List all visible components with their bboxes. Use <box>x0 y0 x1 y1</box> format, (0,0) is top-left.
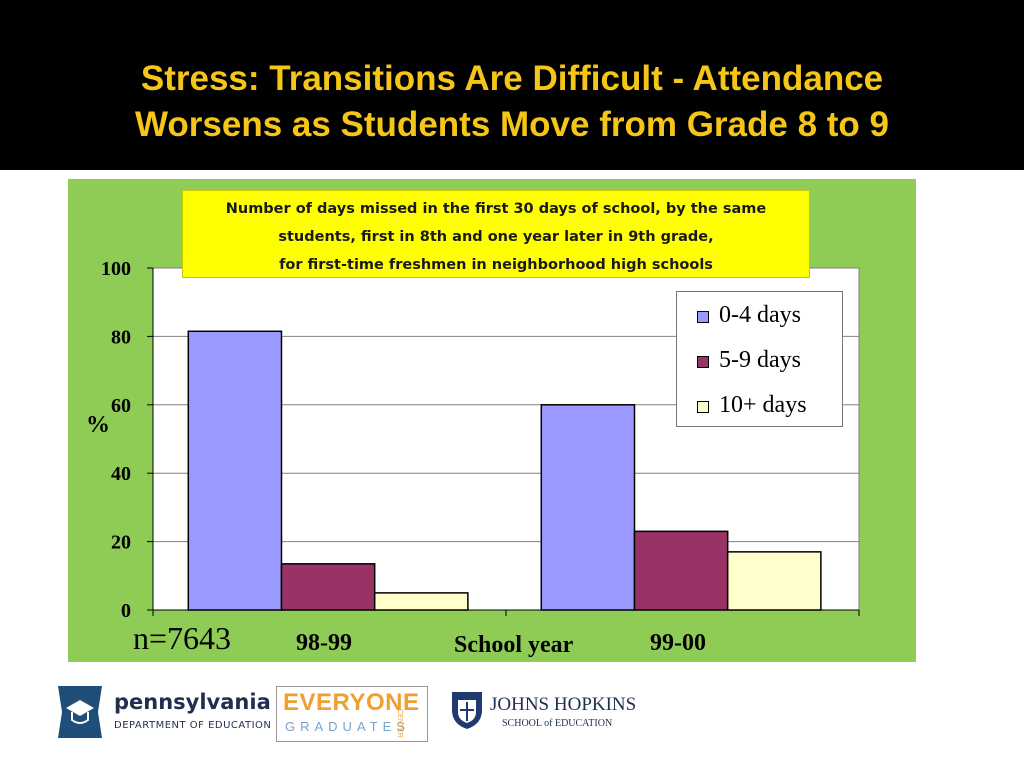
slide-title-line1: Stress: Transitions Are Difficult - Atte… <box>140 59 884 98</box>
legend-swatch-0-4-days <box>697 311 709 323</box>
bar-5-9-days-99-00 <box>633 530 729 611</box>
johns-hopkins-logo: JOHNS HOPKINS SCHOOL of EDUCATION <box>450 688 650 738</box>
everyone-graduates-logo: EVERYONE GRADUATES CENTER <box>276 686 428 742</box>
pennsylvania-dept-text: DEPARTMENT OF EDUCATION <box>114 720 272 731</box>
y-tick-label: 0 <box>121 600 131 622</box>
shield-icon <box>452 692 482 729</box>
bar-10-days-98-99 <box>373 592 469 611</box>
legend-swatch-5-9-days <box>697 356 709 368</box>
slide-title-line2: Worsens as Students Move from Grade 8 to… <box>135 105 889 144</box>
x-axis-label: School year <box>454 632 574 658</box>
y-tick-label: 100 <box>101 258 131 280</box>
y-tick-label: 60 <box>111 395 131 417</box>
legend-swatch-10-plus-days <box>697 401 709 413</box>
graduates-wordmark: GRADUATES <box>285 719 410 734</box>
sample-size-annotation: n=7643 <box>133 620 232 656</box>
school-of-education-text: SCHOOL of EDUCATION <box>502 718 613 729</box>
slide-title: Stress: Transitions Are Difficult - Atte… <box>0 56 1024 148</box>
keystone-icon <box>58 686 102 738</box>
y-tick-label: 20 <box>111 532 131 554</box>
chart-legend: 0-4 days 5-9 days 10+ days <box>676 291 843 427</box>
bar-0-4-days-99-00 <box>540 404 636 611</box>
legend-label-0-4-days: 0-4 days <box>719 302 801 328</box>
pennsylvania-wordmark: pennsylvania <box>114 690 271 714</box>
y-tick-label: 40 <box>111 463 131 485</box>
logo-strip: pennsylvania DEPARTMENT OF EDUCATION EVE… <box>0 672 1024 768</box>
johns-hopkins-wordmark: JOHNS HOPKINS <box>490 694 637 715</box>
x-category-99-00: 99-00 <box>650 630 706 656</box>
bar-10-days-99-00 <box>726 551 822 611</box>
legend-label-10-plus-days: 10+ days <box>719 392 807 418</box>
chart-title-line3: for first-time freshmen in neighborhood … <box>279 257 713 273</box>
title-bar: Stress: Transitions Are Difficult - Atte… <box>0 0 1024 170</box>
y-axis-label: % <box>86 412 110 438</box>
x-category-98-99: 98-99 <box>296 630 352 656</box>
bar-5-9-days-98-99 <box>280 563 376 611</box>
everyone-wordmark: EVERYONE <box>283 689 420 716</box>
chart-title-box: Number of days missed in the first 30 da… <box>182 190 810 278</box>
chart-title-line1: Number of days missed in the first 30 da… <box>225 201 767 217</box>
pennsylvania-logo: pennsylvania DEPARTMENT OF EDUCATION <box>54 682 274 746</box>
legend-label-5-9-days: 5-9 days <box>719 347 801 373</box>
y-tick-label: 80 <box>111 326 131 348</box>
center-wordmark: CENTER <box>396 709 403 738</box>
bar-0-4-days-98-99 <box>187 330 283 611</box>
chart-title-line2: students, first in 8th and one year late… <box>278 229 714 245</box>
